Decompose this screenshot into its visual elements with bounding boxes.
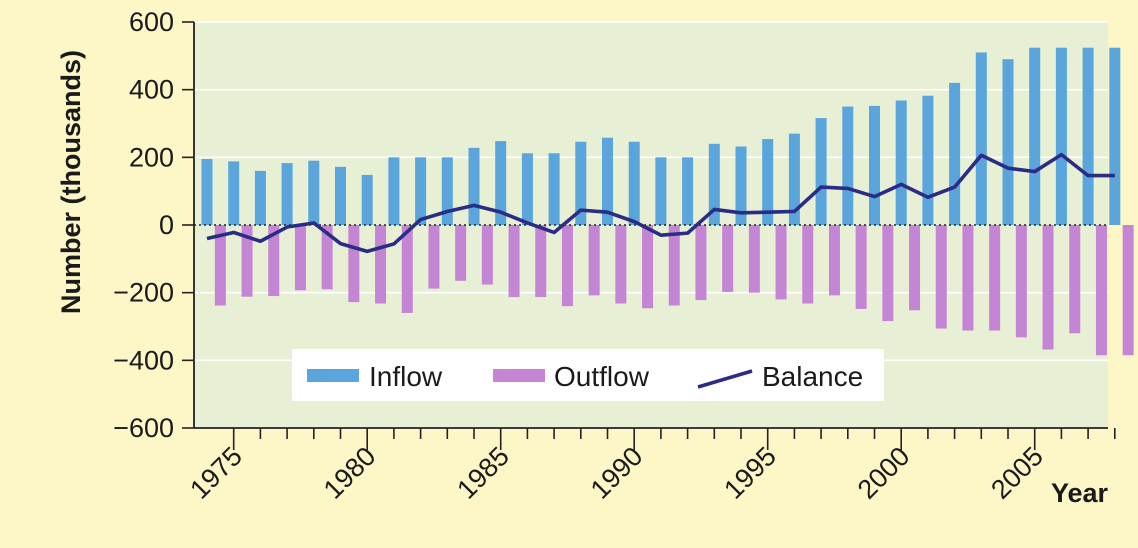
legend-balance-swatch [697,369,753,389]
outflow-bar [855,225,867,309]
outflow-bars [214,225,1134,356]
inflow-bar [895,100,907,225]
inflow-bar [1002,59,1014,225]
inflow-bar [308,160,320,225]
x-tick-label: 1980 [318,441,382,505]
inflow-bar [682,157,694,225]
outflow-bar [828,225,840,296]
inflow-bar [361,174,373,225]
outflow-bar [1069,225,1081,334]
inflow-bar [1109,47,1121,225]
outflow-bar [909,225,921,311]
outflow-bar [508,225,520,298]
legend-inflow-swatch [307,369,359,382]
x-tick-label: 1990 [585,441,649,505]
outflow-bar [268,225,280,297]
inflow-bar [521,153,533,225]
inflow-bar [388,157,400,225]
outflow-bar [882,225,894,322]
outflow-bar [668,225,680,306]
inflow-bar [975,52,987,226]
y-tick-label: 400 [129,75,174,105]
x-axis-title: Year [1051,478,1109,508]
legend-balance-label: Balance [762,361,863,392]
outflow-bar [401,225,413,313]
inflow-bar [842,106,854,225]
outflow-bar [455,225,467,281]
y-tick-label: −200 [113,278,174,308]
inflow-bar [949,82,961,226]
x-tick-label: 1985 [451,441,515,505]
outflow-bar [561,225,573,307]
inflow-bar [548,153,560,225]
outflow-bar [214,225,226,306]
inflow-bar [228,161,240,225]
outflow-bar [775,225,787,300]
balance-line [206,152,1115,254]
inflow-bar [788,133,800,225]
outflow-bar [695,225,707,301]
y-axis-title: Number (thousands) [56,50,86,314]
inflow-bar [468,147,480,225]
outflow-bar [375,225,387,304]
outflow-bar [1042,225,1054,350]
y-tick-label: −600 [113,413,174,443]
legend: Inflow Outflow Balance [292,349,884,401]
outflow-bar [428,225,440,289]
inflow-bar [1029,47,1041,225]
outflow-bar [481,225,493,285]
outflow-bar [535,225,547,298]
x-tick-label: 2000 [852,441,916,505]
outflow-bar [588,225,600,296]
outflow-bar [748,225,760,293]
inflow-bar [628,141,640,225]
outflow-bar [321,225,333,290]
inflow-bar [441,157,453,225]
x-tick-label: 1975 [184,441,248,505]
y-tick-label: 600 [129,7,174,37]
outflow-bar [722,225,734,292]
inflow-bar [1082,47,1094,225]
legend-outflow-label: Outflow [554,361,650,392]
outflow-bar [1122,225,1134,356]
inflow-bar [762,139,774,225]
legend-box [292,349,884,401]
outflow-bar [962,225,974,331]
inflow-bar [415,157,427,225]
outflow-bar [348,225,360,303]
inflow-bar [655,157,667,225]
inflow-bar [254,170,266,225]
inflow-bar [735,146,747,225]
legend-inflow-label: Inflow [369,361,443,392]
inflow-bar [815,118,827,225]
outflow-bar [1095,225,1107,356]
outflow-bar [241,225,253,297]
outflow-bar [294,225,306,291]
outflow-bar [935,225,947,329]
inflow-bar [335,166,346,225]
y-tick-label: −400 [113,345,174,375]
y-tick-label: 0 [159,210,174,240]
inflow-bar [869,105,880,225]
outflow-bar [642,225,654,309]
outflow-bar [802,225,814,304]
inflow-bar [495,141,507,225]
inflow-bar [708,143,720,225]
legend-outflow-swatch [493,369,545,382]
inflow-bar [1055,47,1067,225]
outflow-bar [989,225,1001,331]
outflow-bar [615,225,627,304]
inflow-bar [201,159,213,225]
x-tick-label: 2005 [985,441,1049,505]
x-tick-label: 1995 [718,441,782,505]
outflow-bar [1015,225,1027,338]
y-tick-label: 200 [129,142,174,172]
inflow-bars [201,47,1121,226]
inflow-bar [281,163,293,225]
inflow-bar [575,141,587,225]
inflow-bar [602,137,613,225]
inflow-bar [922,95,934,225]
